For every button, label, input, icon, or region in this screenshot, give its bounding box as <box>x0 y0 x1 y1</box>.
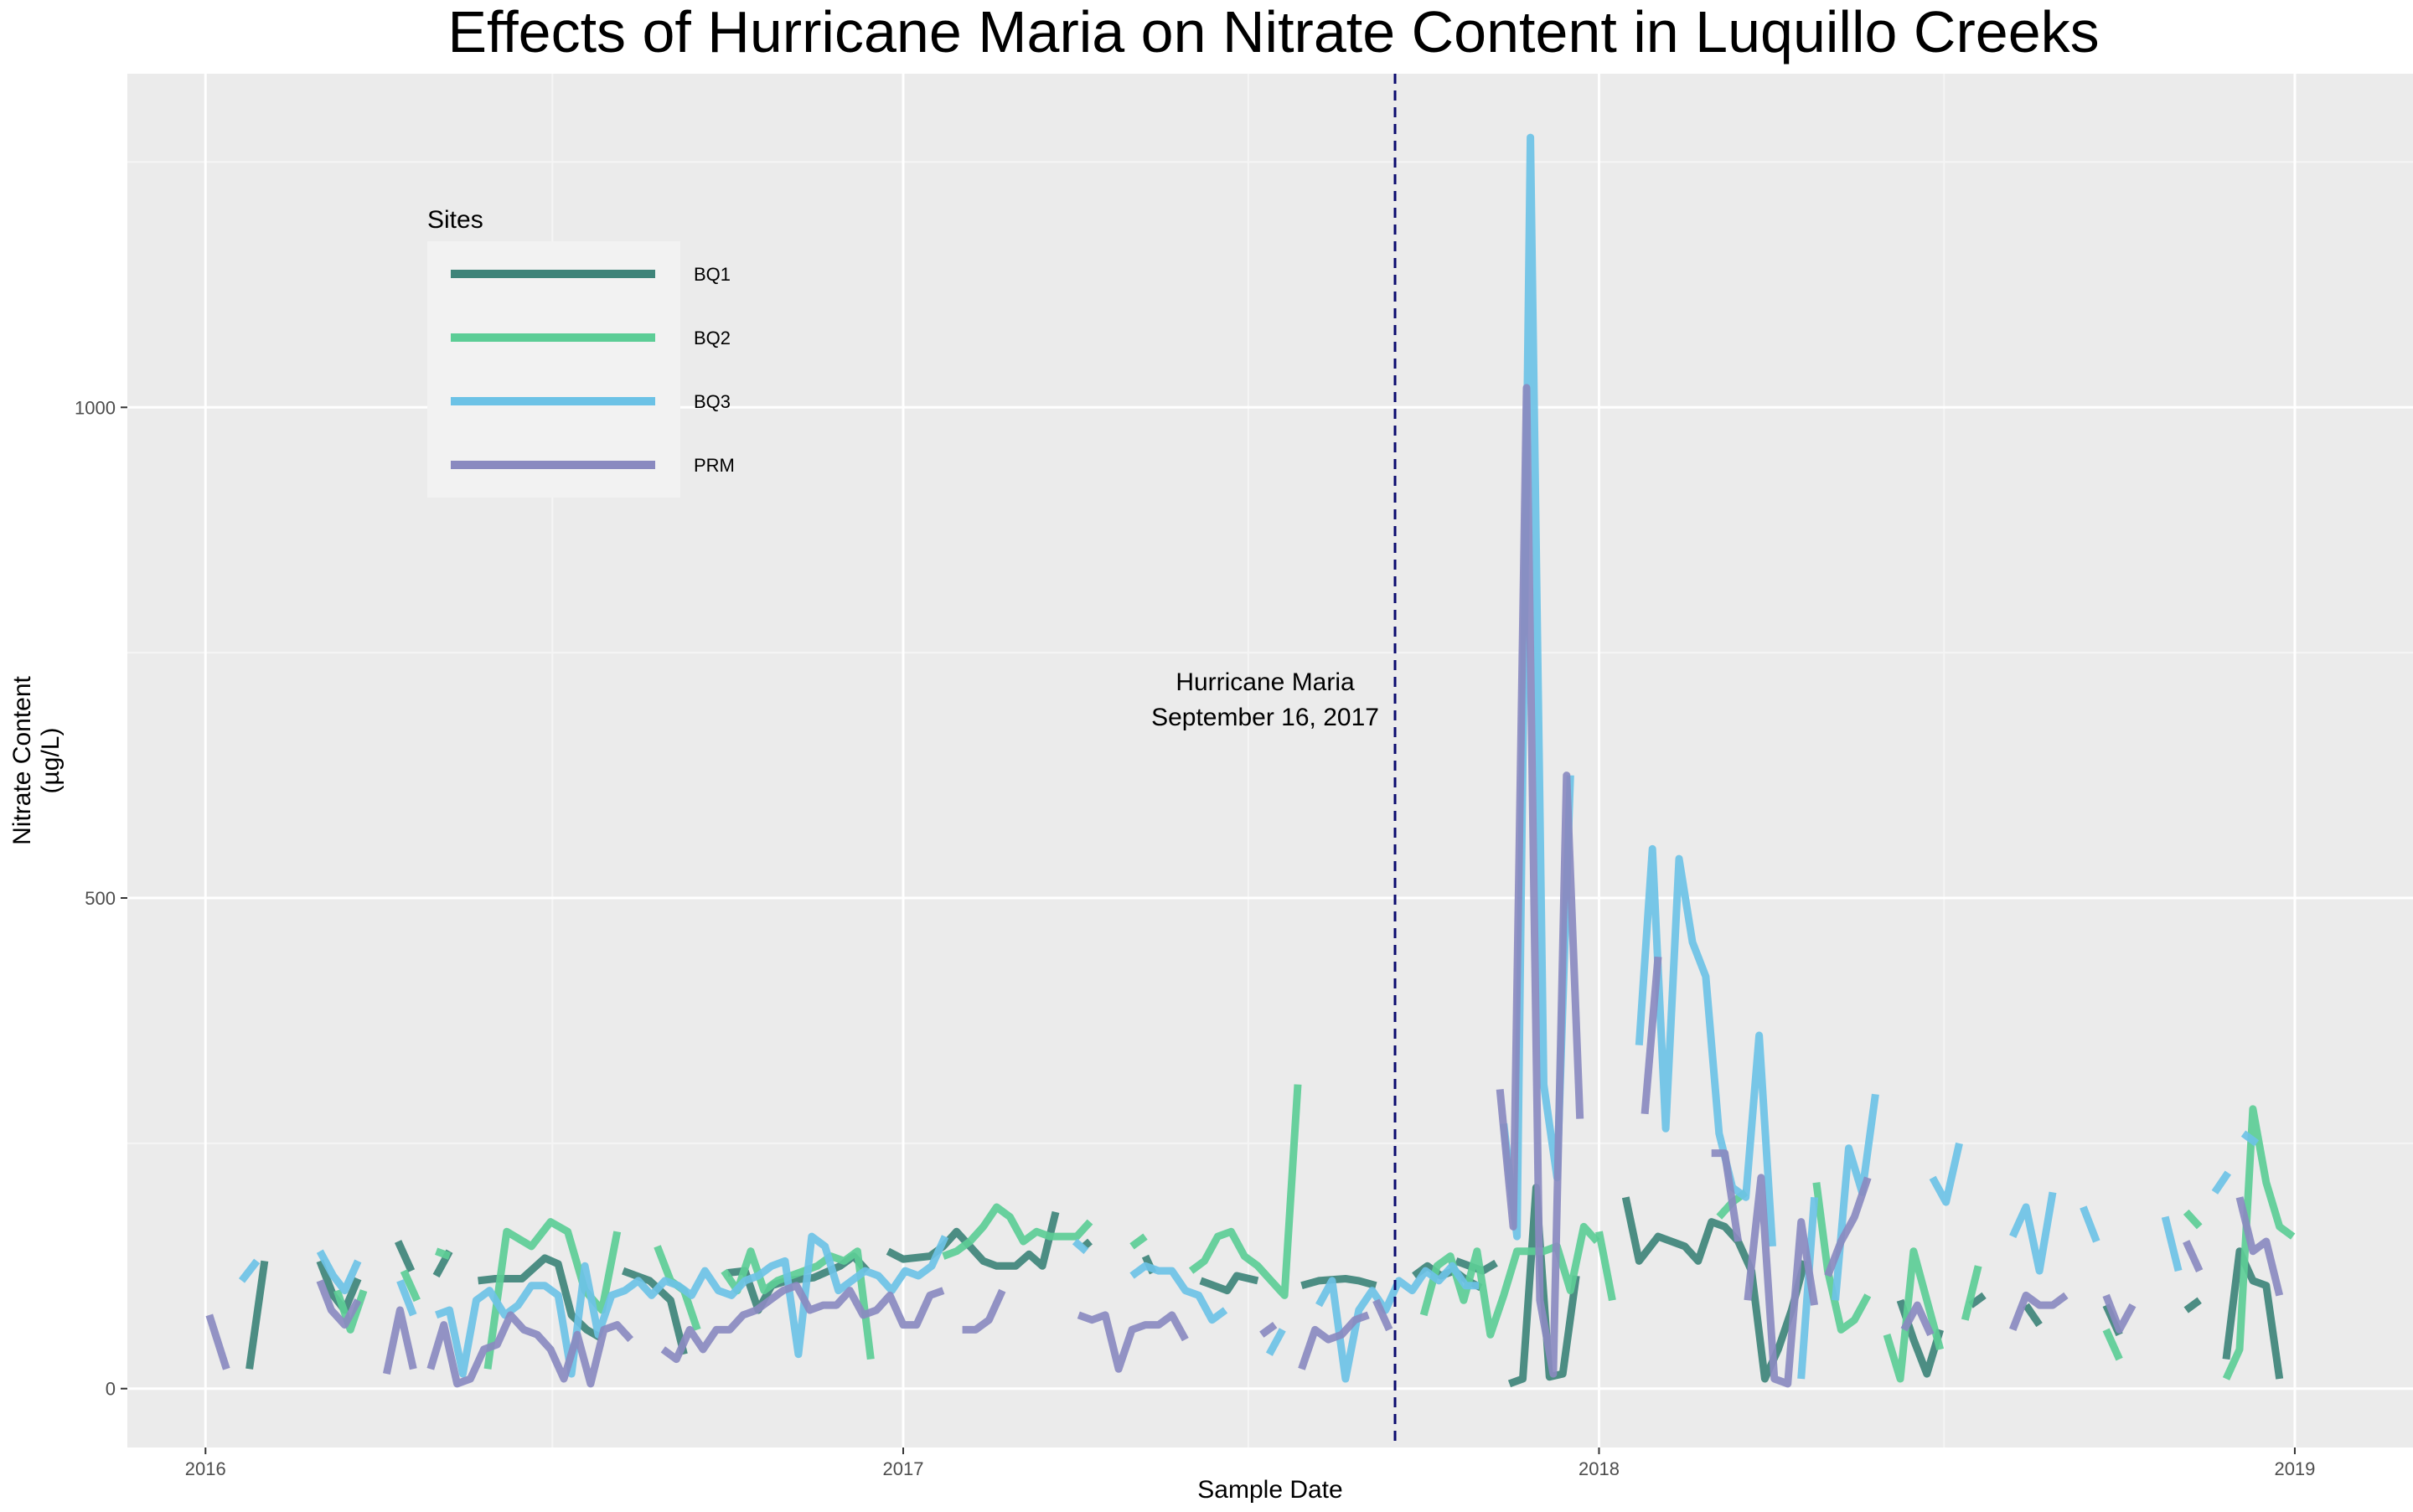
series-line-bq3 <box>1315 1262 1480 1383</box>
x-tick-label: 2016 <box>185 1458 226 1479</box>
series-line-bq1 <box>1968 1292 1987 1308</box>
y-tick-label: 1000 <box>75 397 116 418</box>
series-line-bq3 <box>2211 1170 2232 1195</box>
series-line-prm <box>1744 1174 1819 1388</box>
series-line-prm <box>1711 1149 1743 1242</box>
series-line-prm <box>382 1306 417 1375</box>
series-line-bq2 <box>435 1247 452 1260</box>
series-line-bq3 <box>2240 1130 2260 1147</box>
series-line-prm <box>1077 1311 1189 1373</box>
series-line-bq3 <box>396 1279 417 1317</box>
series-line-bq1 <box>886 1210 1060 1270</box>
series-line-bq2 <box>400 1269 421 1303</box>
series-line-bq1 <box>245 1260 269 1370</box>
series-line-prm <box>660 1282 945 1364</box>
series-line-prm <box>1900 1301 1935 1337</box>
series-line-bq2 <box>1961 1265 1982 1321</box>
series-line-bq2 <box>1129 1233 1148 1250</box>
y-axis-label-line1: Nitrate Content <box>8 675 36 844</box>
series-line-prm <box>1298 1311 1370 1370</box>
series-line-bq3 <box>1929 1142 1963 1206</box>
series-line-bq3 <box>1832 1093 1879 1301</box>
series-line-prm <box>1496 384 1584 1378</box>
series-line-bq3 <box>1129 1262 1228 1324</box>
series-line-bq2 <box>483 1218 622 1370</box>
series-line-prm <box>2235 1196 2284 1297</box>
series-line-bq1 <box>1300 1275 1377 1290</box>
series-line-prm <box>1824 1176 1872 1277</box>
y-tick-label: 500 <box>85 888 116 909</box>
series-line-bq3 <box>2161 1215 2183 1272</box>
series-line-prm <box>316 1279 362 1329</box>
hurricane-annotation-line2: September 16, 2017 <box>1151 704 1379 731</box>
series-line-bq3 <box>2080 1205 2100 1243</box>
series-line-bq2 <box>2183 1209 2203 1230</box>
legend-label-bq3: BQ3 <box>694 391 731 412</box>
legend-label-prm: PRM <box>694 455 735 476</box>
legend: Sites BQ1 BQ2 BQ3 PRM <box>427 206 735 498</box>
series-line-prm <box>2102 1293 2137 1334</box>
series-line-bq1 <box>1621 1196 1809 1383</box>
series-line-bq3 <box>2009 1191 2057 1275</box>
series-line-bq3 <box>1265 1328 1286 1356</box>
chart-title: Effects of Hurricane Maria on Nitrate Co… <box>447 0 2099 65</box>
series-line-bq2 <box>942 1203 1093 1260</box>
series-line-prm <box>1259 1321 1278 1338</box>
series-line-bq3 <box>1797 1196 1819 1380</box>
series-lines <box>205 133 2296 1388</box>
legend-label-bq1: BQ1 <box>694 264 731 285</box>
series-line-bq3 <box>316 1249 362 1295</box>
series-line-bq2 <box>1595 1231 1616 1302</box>
series-line-prm <box>205 1313 230 1370</box>
series-line-prm <box>962 1288 1006 1334</box>
series-line-prm <box>2009 1291 2069 1332</box>
series-line-bq3 <box>435 1232 949 1378</box>
series-line-bq2 <box>1883 1247 1945 1383</box>
hurricane-annotation-line1: Hurricane Maria <box>1175 668 1355 696</box>
series-line-prm <box>1641 956 1662 1115</box>
series-line-bq3 <box>238 1258 261 1283</box>
series-line-prm <box>1372 1298 1393 1332</box>
legend-box <box>427 241 680 498</box>
legend-label-bq2: BQ2 <box>694 328 731 348</box>
x-axis-label: Sample Date <box>1197 1476 1342 1504</box>
series-prm <box>205 384 2284 1388</box>
series-line-bq1 <box>1199 1272 1259 1295</box>
series-line-prm <box>2183 1240 2204 1272</box>
x-tick-label: 2017 <box>883 1458 924 1479</box>
series-line-bq3 <box>1072 1238 1089 1255</box>
series-line-bq2 <box>1188 1084 1302 1299</box>
series-line-bq3 <box>1635 844 1776 1247</box>
y-tick-label: 0 <box>106 1379 116 1400</box>
series-line-bq2 <box>2102 1328 2123 1361</box>
major-gridlines <box>127 74 2413 1447</box>
series-line-bq1 <box>2023 1303 2043 1328</box>
series-line-bq1 <box>2183 1297 2202 1313</box>
legend-title: Sites <box>427 206 483 234</box>
series-line-bq2 <box>1812 1182 1872 1334</box>
x-tick-label: 2018 <box>1579 1458 1620 1479</box>
series-line-bq1 <box>395 1240 416 1272</box>
y-axis-label-line2: (µg/L) <box>37 728 65 794</box>
x-tick-label: 2019 <box>2274 1458 2315 1479</box>
series-line-prm <box>426 1311 634 1388</box>
legend-items: BQ1 BQ2 BQ3 PRM <box>451 264 735 476</box>
y-axis: 0 500 1000 <box>75 397 127 1400</box>
series-line-bq1 <box>2222 1247 2284 1380</box>
x-axis: 2016 2017 2018 2019 <box>185 1447 2315 1479</box>
series-line-bq2 <box>2222 1105 2296 1380</box>
